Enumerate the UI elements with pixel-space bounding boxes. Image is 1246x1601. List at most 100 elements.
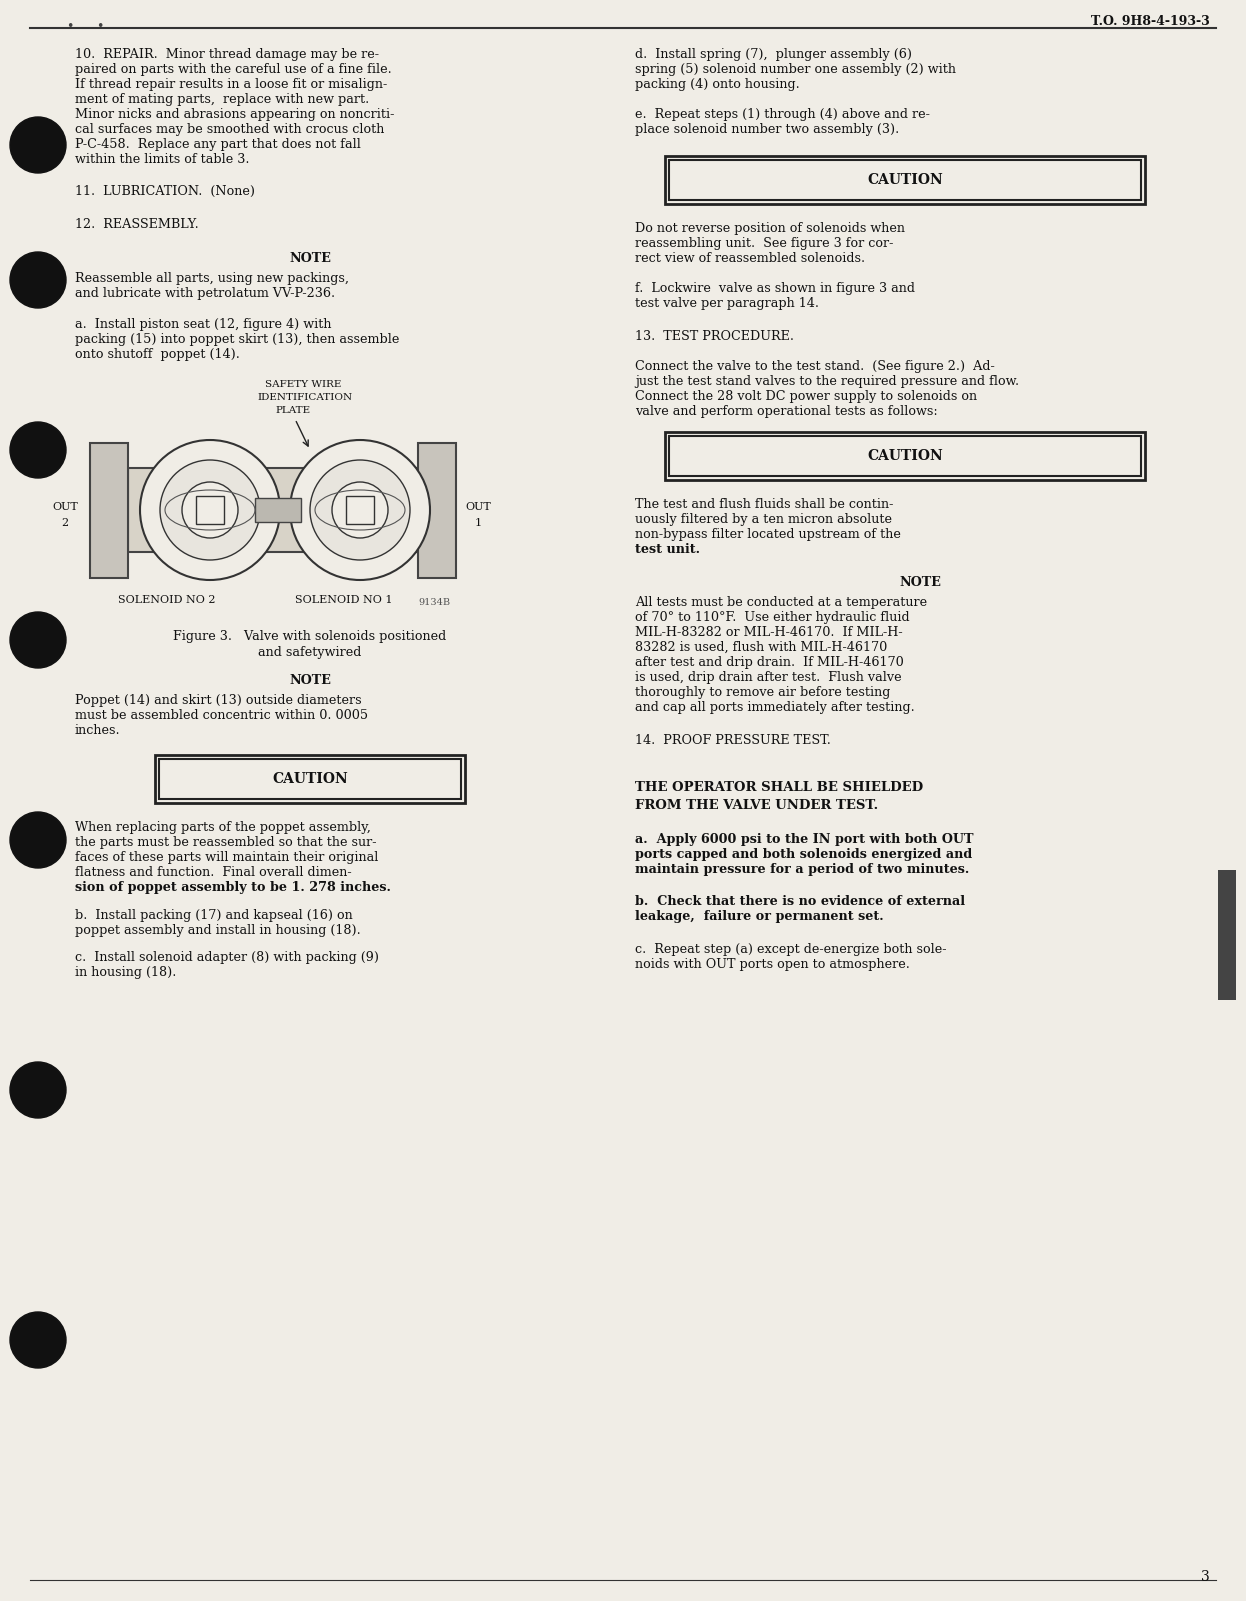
- Text: Minor nicks and abrasions appearing on noncriti-: Minor nicks and abrasions appearing on n…: [75, 107, 395, 122]
- Text: onto shutoff  poppet (14).: onto shutoff poppet (14).: [75, 347, 240, 360]
- Text: SOLENOID NO 2: SOLENOID NO 2: [118, 596, 216, 605]
- Text: paired on parts with the careful use of a fine file.: paired on parts with the careful use of …: [75, 62, 391, 75]
- Text: packing (4) onto housing.: packing (4) onto housing.: [635, 78, 800, 91]
- Text: non-bypass filter located upstream of the: non-bypass filter located upstream of th…: [635, 528, 901, 541]
- Text: The test and flush fluids shall be contin-: The test and flush fluids shall be conti…: [635, 498, 893, 511]
- Text: in housing (18).: in housing (18).: [75, 965, 177, 978]
- Text: after test and drip drain.  If MIL-H-46170: after test and drip drain. If MIL-H-4617…: [635, 656, 903, 669]
- Circle shape: [159, 459, 260, 560]
- Text: MIL-H-83282 or MIL-H-46170.  If MIL-H-: MIL-H-83282 or MIL-H-46170. If MIL-H-: [635, 626, 902, 639]
- Text: 2: 2: [61, 519, 69, 528]
- Text: is used, drip drain after test.  Flush valve: is used, drip drain after test. Flush va…: [635, 671, 902, 684]
- Text: Poppet (14) and skirt (13) outside diameters: Poppet (14) and skirt (13) outside diame…: [75, 693, 361, 708]
- Circle shape: [10, 423, 66, 479]
- Text: cal surfaces may be smoothed with crocus cloth: cal surfaces may be smoothed with crocus…: [75, 123, 384, 136]
- Text: All tests must be conducted at a temperature: All tests must be conducted at a tempera…: [635, 596, 927, 608]
- Text: test unit.: test unit.: [635, 543, 700, 556]
- Circle shape: [331, 482, 388, 538]
- Text: reassembling unit.  See figure 3 for cor-: reassembling unit. See figure 3 for cor-: [635, 237, 893, 250]
- Text: the parts must be reassembled so that the sur-: the parts must be reassembled so that th…: [75, 836, 376, 849]
- Text: valve and perform operational tests as follows:: valve and perform operational tests as f…: [635, 405, 938, 418]
- Text: CAUTION: CAUTION: [867, 448, 943, 463]
- Text: When replacing parts of the poppet assembly,: When replacing parts of the poppet assem…: [75, 821, 371, 834]
- Text: 10.  REPAIR.  Minor thread damage may be re-: 10. REPAIR. Minor thread damage may be r…: [75, 48, 379, 61]
- FancyBboxPatch shape: [669, 160, 1141, 200]
- Text: rect view of reassembled solenoids.: rect view of reassembled solenoids.: [635, 251, 865, 266]
- Text: ports capped and both solenoids energized and: ports capped and both solenoids energize…: [635, 849, 972, 861]
- Text: e.  Repeat steps (1) through (4) above and re-: e. Repeat steps (1) through (4) above an…: [635, 107, 930, 122]
- Text: PLATE: PLATE: [275, 407, 310, 415]
- Bar: [255, 498, 302, 522]
- Text: of 70° to 110°F.  Use either hydraulic fluid: of 70° to 110°F. Use either hydraulic fl…: [635, 612, 910, 624]
- Text: inches.: inches.: [75, 724, 121, 736]
- Text: and lubricate with petrolatum VV-P-236.: and lubricate with petrolatum VV-P-236.: [75, 287, 335, 299]
- Text: •: •: [66, 19, 74, 34]
- Text: place solenoid number two assembly (3).: place solenoid number two assembly (3).: [635, 123, 900, 136]
- Text: NOTE: NOTE: [900, 576, 941, 589]
- Text: 13.  TEST PROCEDURE.: 13. TEST PROCEDURE.: [635, 330, 794, 343]
- Text: Figure 3.   Valve with solenoids positioned: Figure 3. Valve with solenoids positione…: [173, 631, 446, 644]
- Text: T.O. 9H8-4-193-3: T.O. 9H8-4-193-3: [1091, 14, 1210, 27]
- Text: THE OPERATOR SHALL BE SHIELDED: THE OPERATOR SHALL BE SHIELDED: [635, 781, 923, 794]
- Text: CAUTION: CAUTION: [867, 173, 943, 187]
- Text: leakage,  failure or permanent set.: leakage, failure or permanent set.: [635, 909, 883, 924]
- Text: SAFETY WIRE: SAFETY WIRE: [265, 379, 341, 389]
- Text: OUT: OUT: [52, 503, 77, 512]
- Text: uously filtered by a ten micron absolute: uously filtered by a ten micron absolute: [635, 512, 892, 527]
- FancyBboxPatch shape: [155, 756, 465, 804]
- Text: 14.  PROOF PRESSURE TEST.: 14. PROOF PRESSURE TEST.: [635, 733, 831, 748]
- Text: OUT: OUT: [465, 503, 491, 512]
- Circle shape: [10, 117, 66, 173]
- Text: P-C-458.  Replace any part that does not fall: P-C-458. Replace any part that does not …: [75, 138, 361, 150]
- FancyBboxPatch shape: [669, 435, 1141, 475]
- Text: SOLENOID NO 1: SOLENOID NO 1: [295, 596, 392, 605]
- Text: 12.  REASSEMBLY.: 12. REASSEMBLY.: [75, 218, 199, 231]
- Text: a.  Apply 6000 psi to the IN port with both OUT: a. Apply 6000 psi to the IN port with bo…: [635, 833, 973, 845]
- FancyBboxPatch shape: [159, 759, 461, 799]
- Circle shape: [182, 482, 238, 538]
- Bar: [90, 443, 128, 578]
- Text: CAUTION: CAUTION: [272, 772, 348, 786]
- Text: test valve per paragraph 14.: test valve per paragraph 14.: [635, 298, 819, 311]
- Text: d.  Install spring (7),  plunger assembly (6): d. Install spring (7), plunger assembly …: [635, 48, 912, 61]
- Text: f.  Lockwire  valve as shown in figure 3 and: f. Lockwire valve as shown in figure 3 a…: [635, 282, 915, 295]
- Text: thoroughly to remove air before testing: thoroughly to remove air before testing: [635, 685, 891, 700]
- Circle shape: [10, 1061, 66, 1117]
- Text: b.  Check that there is no evidence of external: b. Check that there is no evidence of ex…: [635, 895, 966, 908]
- Text: 3: 3: [1201, 1571, 1210, 1583]
- Text: c.  Repeat step (a) except de-energize both sole-: c. Repeat step (a) except de-energize bo…: [635, 943, 947, 956]
- Text: Connect the 28 volt DC power supply to solenoids on: Connect the 28 volt DC power supply to s…: [635, 391, 977, 403]
- Text: maintain pressure for a period of two minutes.: maintain pressure for a period of two mi…: [635, 863, 969, 876]
- Text: a.  Install piston seat (12, figure 4) with: a. Install piston seat (12, figure 4) wi…: [75, 319, 331, 331]
- Text: packing (15) into poppet skirt (13), then assemble: packing (15) into poppet skirt (13), the…: [75, 333, 400, 346]
- Text: 11.  LUBRICATION.  (None): 11. LUBRICATION. (None): [75, 186, 255, 199]
- Circle shape: [10, 251, 66, 307]
- Text: just the test stand valves to the required pressure and flow.: just the test stand valves to the requir…: [635, 375, 1019, 387]
- Circle shape: [290, 440, 430, 580]
- Bar: [1219, 869, 1236, 1001]
- Text: NOTE: NOTE: [289, 251, 331, 266]
- Text: Do not reverse position of solenoids when: Do not reverse position of solenoids whe…: [635, 223, 905, 235]
- Text: faces of these parts will maintain their original: faces of these parts will maintain their…: [75, 852, 379, 865]
- Text: b.  Install packing (17) and kapseal (16) on: b. Install packing (17) and kapseal (16)…: [75, 909, 353, 922]
- Text: c.  Install solenoid adapter (8) with packing (9): c. Install solenoid adapter (8) with pac…: [75, 951, 379, 964]
- Circle shape: [10, 1311, 66, 1367]
- Text: FROM THE VALVE UNDER TEST.: FROM THE VALVE UNDER TEST.: [635, 799, 878, 812]
- Text: noids with OUT ports open to atmosphere.: noids with OUT ports open to atmosphere.: [635, 957, 910, 970]
- Circle shape: [310, 459, 410, 560]
- Text: Reassemble all parts, using new packings,: Reassemble all parts, using new packings…: [75, 272, 349, 285]
- Text: •: •: [96, 19, 103, 34]
- Text: must be assembled concentric within 0. 0005: must be assembled concentric within 0. 0…: [75, 709, 368, 722]
- Bar: [346, 496, 374, 524]
- Text: 1: 1: [475, 519, 481, 528]
- Text: IDENTIFICATION: IDENTIFICATION: [257, 392, 353, 402]
- Bar: [196, 496, 224, 524]
- Text: poppet assembly and install in housing (18).: poppet assembly and install in housing (…: [75, 924, 361, 937]
- Text: 83282 is used, flush with MIL-H-46170: 83282 is used, flush with MIL-H-46170: [635, 640, 887, 653]
- Text: Connect the valve to the test stand.  (See figure 2.)  Ad-: Connect the valve to the test stand. (Se…: [635, 360, 994, 373]
- Bar: [417, 443, 456, 578]
- Circle shape: [140, 440, 280, 580]
- Text: ment of mating parts,  replace with new part.: ment of mating parts, replace with new p…: [75, 93, 369, 106]
- Text: and cap all ports immediately after testing.: and cap all ports immediately after test…: [635, 701, 915, 714]
- Text: If thread repair results in a loose fit or misalign-: If thread repair results in a loose fit …: [75, 78, 388, 91]
